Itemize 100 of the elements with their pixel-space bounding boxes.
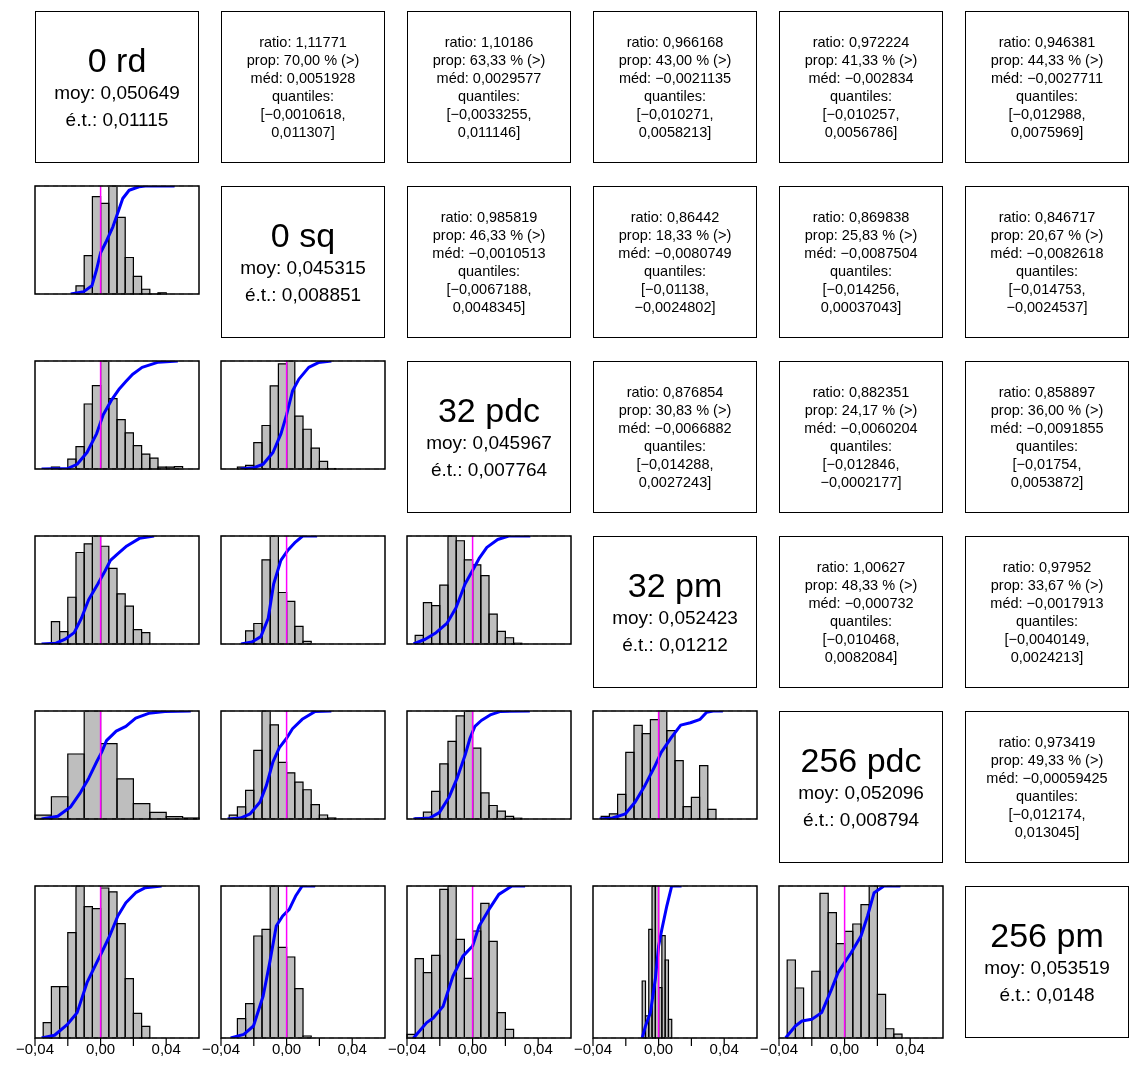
text: ratio: 1,11771 (259, 32, 347, 51)
text: −0,0002177] (820, 473, 902, 492)
text: [−0,014753, (1008, 280, 1086, 299)
text: quantiles: (829, 612, 893, 631)
text: prop: 36,00 % (>) (990, 400, 1104, 419)
text: quantiles: (1015, 87, 1079, 106)
x-tick-label: −0,04 (202, 1040, 240, 1058)
text: ratio: 0,966168 (626, 32, 724, 51)
text: prop: 43,00 % (>) (618, 50, 732, 69)
x-tick-label: 0,00 (458, 1040, 488, 1058)
text: [−0,012988, (1008, 105, 1086, 124)
text: prop: 18,33 % (>) (618, 225, 732, 244)
text: méd: −0,0021135 (618, 68, 732, 87)
text: moy: 0,053519 (984, 955, 1110, 980)
text: 0 rd (87, 40, 147, 80)
text: quantiles: (829, 262, 893, 281)
text: ratio: 1,10186 (444, 32, 534, 51)
text: prop: 49,33 % (>) (990, 750, 1104, 769)
text: méd: −0,0027711 (990, 68, 1104, 87)
text: méd: −0,0082618 (990, 243, 1104, 262)
text: prop: 33,67 % (>) (990, 575, 1104, 594)
text: é.t.: 0,0148 (999, 982, 1095, 1007)
text: méd: −0,0066882 (618, 418, 732, 437)
x-tick-label: −0,04 (16, 1040, 54, 1058)
text: [−0,012846, (822, 455, 900, 474)
text: 256 pm (990, 915, 1104, 955)
text: moy: 0,052096 (798, 780, 924, 805)
text: prop: 48,33 % (>) (804, 575, 918, 594)
text: prop: 70,00 % (>) (246, 50, 360, 69)
text: é.t.: 0,008851 (244, 282, 362, 307)
text: 0,0075969] (1010, 123, 1084, 142)
text: 0,0058213] (638, 123, 712, 142)
text: méd: −0,002834 (808, 68, 914, 87)
text: ratio: 0,846717 (998, 207, 1096, 226)
text: 0,0082084] (824, 648, 898, 667)
text: prop: 24,17 % (>) (804, 400, 918, 419)
x-tick-label: 0,00 (830, 1040, 860, 1058)
text: [−0,01754, (1012, 455, 1082, 474)
text: quantiles: (829, 437, 893, 456)
x-tick-label: −0,04 (388, 1040, 426, 1058)
x-tick-label: −0,04 (574, 1040, 612, 1058)
text: quantiles: (457, 262, 521, 281)
text: ratio: 0,97952 (1002, 557, 1092, 576)
text: [−0,01138, (641, 280, 709, 299)
text: moy: 0,050649 (54, 80, 180, 105)
text: méd: −0,0080749 (618, 243, 732, 262)
x-tick-label: 0,04 (709, 1040, 739, 1058)
text: quantiles: (829, 87, 893, 106)
text: [−0,0010618, (260, 105, 346, 124)
x-tick-label: 0,04 (151, 1040, 181, 1058)
text: ratio: 0,973419 (998, 732, 1096, 751)
text: prop: 46,33 % (>) (432, 225, 546, 244)
text: ratio: 0,858897 (998, 382, 1096, 401)
x-tick-label: 0,00 (86, 1040, 116, 1058)
text: é.t.: 0,007764 (430, 457, 548, 482)
text: [−0,0040149, (1004, 630, 1090, 649)
text: prop: 20,67 % (>) (990, 225, 1104, 244)
text: quantiles: (1015, 787, 1079, 806)
text: 0 sq (270, 215, 336, 255)
text: ratio: 0,946381 (998, 32, 1096, 51)
text: é.t.: 0,008794 (802, 807, 920, 832)
text: 0,0048345] (452, 298, 526, 317)
x-tick-label: 0,04 (523, 1040, 553, 1058)
text: 32 pm (627, 565, 723, 605)
text: 0,0056786] (824, 123, 898, 142)
x-tick-label: −0,04 (760, 1040, 798, 1058)
text: méd: −0,000732 (808, 593, 914, 612)
text: méd: −0,0060204 (804, 418, 918, 437)
x-tick-label: 0,04 (337, 1040, 367, 1058)
text: quantiles: (643, 262, 707, 281)
x-tick-label: 0,00 (272, 1040, 302, 1058)
text: −0,0024537] (1006, 298, 1088, 317)
text: ratio: 0,869838 (812, 207, 910, 226)
text: é.t.: 0,01115 (65, 107, 169, 132)
text: [−0,0033255, (446, 105, 532, 124)
text: 0,011146] (457, 123, 521, 142)
text: quantiles: (1015, 437, 1079, 456)
text: é.t.: 0,01212 (622, 632, 728, 657)
text: 32 pdc (437, 390, 541, 430)
text: ratio: 0,876854 (626, 382, 724, 401)
text: prop: 30,83 % (>) (618, 400, 732, 419)
x-tick-label: 0,00 (644, 1040, 674, 1058)
text: moy: 0,045315 (240, 255, 366, 280)
text: ratio: 1,00627 (816, 557, 906, 576)
text: −0,0024802] (634, 298, 716, 317)
text: prop: 41,33 % (>) (804, 50, 918, 69)
text: [−0,014256, (822, 280, 900, 299)
text: moy: 0,052423 (612, 605, 738, 630)
text: [−0,012174, (1008, 805, 1086, 824)
text: ratio: 0,882351 (812, 382, 910, 401)
text: 0,00037043] (820, 298, 902, 317)
text: quantiles: (1015, 612, 1079, 631)
text: [−0,010468, (822, 630, 900, 649)
text: [−0,0067188, (446, 280, 532, 299)
text: prop: 25,83 % (>) (804, 225, 918, 244)
text: prop: 63,33 % (>) (432, 50, 546, 69)
text: 0,0053872] (1010, 473, 1084, 492)
text: [−0,010271, (636, 105, 714, 124)
text: 0,013045] (1014, 823, 1080, 842)
text: 0,011307] (271, 123, 335, 142)
